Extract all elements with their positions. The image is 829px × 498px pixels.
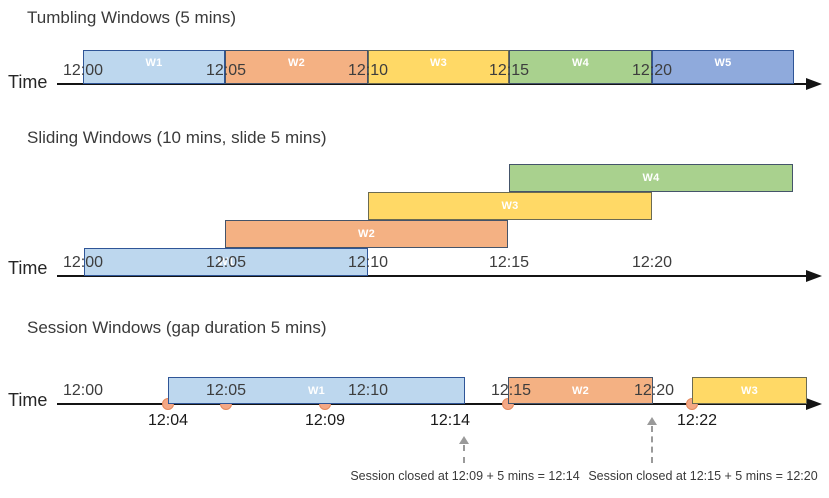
window-label: W4 xyxy=(571,57,590,69)
tick-label: 12:05 xyxy=(205,382,247,399)
tumbling-section-title: Tumbling Windows (5 mins) xyxy=(27,8,237,27)
window-label: W2 xyxy=(287,57,306,69)
window-label: W4 xyxy=(642,172,660,184)
axis-arrowhead-icon xyxy=(806,270,822,282)
sliding-window-w2: W2 xyxy=(225,220,508,248)
tick-label: 12:10 xyxy=(347,62,389,79)
tick-label: 12:15 xyxy=(490,382,532,399)
session-close-annotation: Session closed at 12:15 + 5 mins = 12:20 xyxy=(588,469,818,483)
session-section-title: Session Windows (gap duration 5 mins) xyxy=(27,318,327,337)
window-label: W1 xyxy=(145,57,163,69)
tick-label: 12:15 xyxy=(488,254,530,271)
sliding-window-w4: W4 xyxy=(509,164,793,192)
dashed-arrow-line xyxy=(463,445,465,463)
time-axis xyxy=(57,83,807,85)
session-window-w3: W3 xyxy=(692,377,807,404)
tick-label: 12:05 xyxy=(205,254,247,271)
event-time-label: 12:04 xyxy=(147,412,189,429)
window-label: W3 xyxy=(429,57,448,69)
tumbling-window-w1: W1 xyxy=(83,50,225,84)
tick-label: 12:15 xyxy=(488,62,530,79)
up-arrow-icon xyxy=(459,436,469,444)
event-time-label: 12:09 xyxy=(304,412,346,429)
event-time-label: 12:14 xyxy=(429,412,471,429)
window-label: W1 xyxy=(307,384,326,397)
tumbling-window-w4: W4 xyxy=(509,50,652,84)
time-axis-label: Time xyxy=(8,390,48,410)
window-label: W2 xyxy=(571,384,590,397)
up-arrow-icon xyxy=(647,417,657,425)
sliding-section-title: Sliding Windows (10 mins, slide 5 mins) xyxy=(27,128,327,147)
axis-arrowhead-icon xyxy=(806,398,822,410)
tick-label: 12:10 xyxy=(347,254,389,271)
sliding-window-w3: W3 xyxy=(368,192,652,220)
window-label: W2 xyxy=(357,228,376,240)
tick-label: 12:00 xyxy=(62,62,104,79)
tumbling-window-w2: W2 xyxy=(225,50,368,84)
window-label: W3 xyxy=(501,200,519,212)
time-axis xyxy=(57,275,807,277)
tumbling-window-w5: W5 xyxy=(652,50,794,84)
tick-label: 12:20 xyxy=(633,382,675,399)
tick-label: 12:05 xyxy=(205,62,247,79)
window-label: W5 xyxy=(714,57,732,69)
tick-label: 12:00 xyxy=(62,382,104,399)
session-close-annotation: Session closed at 12:09 + 5 mins = 12:14 xyxy=(350,469,580,483)
time-axis-label: Time xyxy=(8,72,48,92)
axis-arrowhead-icon xyxy=(806,78,822,90)
time-axis xyxy=(57,403,807,405)
tick-label: 12:20 xyxy=(631,254,673,271)
window-label: W1 xyxy=(217,256,235,268)
tumbling-window-w3: W3 xyxy=(368,50,509,84)
event-time-label: 12:22 xyxy=(676,412,718,429)
sliding-window-w1: W1 xyxy=(84,248,368,276)
dashed-arrow-line xyxy=(651,426,653,463)
session-window-w1: W1 xyxy=(168,377,465,404)
tick-label: 12:00 xyxy=(62,254,104,271)
tick-label: 12:10 xyxy=(347,382,389,399)
session-window-w2: W2 xyxy=(508,377,653,404)
window-label: W3 xyxy=(740,384,759,397)
time-axis-label: Time xyxy=(8,258,48,278)
tick-label: 12:20 xyxy=(631,62,673,79)
